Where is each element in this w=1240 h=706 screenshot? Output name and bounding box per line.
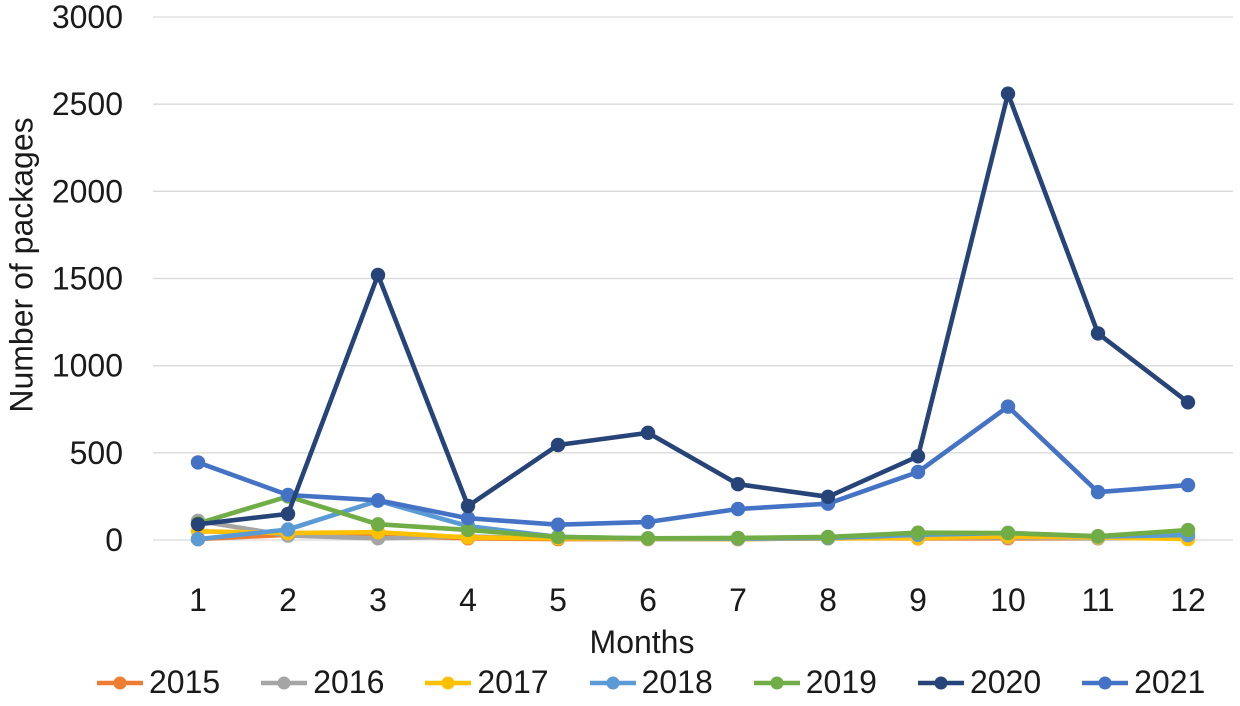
y-tick-label-2000: 2000 bbox=[52, 173, 123, 209]
data-point-2020-m4 bbox=[460, 498, 476, 514]
series-line-2020 bbox=[195, 91, 1191, 527]
x-tick-label-4: 4 bbox=[459, 582, 477, 618]
data-point-2020-m9 bbox=[910, 449, 926, 464]
data-point-2021-m7 bbox=[730, 501, 746, 517]
y-tick-label-1000: 1000 bbox=[52, 348, 123, 384]
y-tick-label-0: 0 bbox=[105, 522, 123, 558]
y-tick-label-500: 500 bbox=[70, 435, 123, 471]
legend-marker-dot bbox=[113, 676, 127, 689]
data-point-2021-m6 bbox=[640, 514, 656, 530]
legend-label-2017: 2017 bbox=[477, 664, 549, 700]
x-tick-label-1: 1 bbox=[189, 582, 207, 618]
data-point-2019-m12 bbox=[1180, 522, 1196, 538]
legend-item-2018: 2018 bbox=[589, 664, 713, 701]
data-point-2020-m8 bbox=[820, 489, 836, 504]
legend-item-2015: 2015 bbox=[96, 664, 220, 701]
data-point-2019-m8 bbox=[820, 529, 836, 545]
data-point-2020-m6 bbox=[640, 425, 656, 440]
legend-marker-dot bbox=[441, 676, 455, 689]
data-point-2019-m6 bbox=[640, 531, 656, 546]
series-line-2019 bbox=[195, 494, 1191, 541]
x-axis-title: Months bbox=[589, 624, 695, 660]
series-line-2021 bbox=[195, 404, 1191, 528]
x-tick-label-5: 5 bbox=[549, 582, 567, 618]
data-point-2021-m12 bbox=[1180, 477, 1196, 493]
legend-marker-2020 bbox=[917, 676, 964, 689]
data-point-2021-m9 bbox=[910, 464, 926, 480]
data-point-2019-m4 bbox=[460, 522, 476, 538]
legend-item-2016: 2016 bbox=[260, 664, 384, 701]
data-point-2019-m11 bbox=[1090, 529, 1106, 544]
data-point-2021-m10 bbox=[1000, 399, 1016, 414]
legend-label-2018: 2018 bbox=[641, 664, 713, 700]
x-tick-label-6: 6 bbox=[639, 582, 657, 618]
data-point-2018-m1 bbox=[190, 531, 206, 547]
legend-item-2017: 2017 bbox=[424, 664, 549, 701]
data-point-2019-m9 bbox=[910, 525, 926, 540]
data-point-2021-m4 bbox=[460, 511, 476, 526]
legend-marker-dot bbox=[934, 676, 948, 689]
x-tick-label-10: 10 bbox=[990, 582, 1026, 618]
data-point-2020-m3 bbox=[370, 267, 386, 283]
x-tick-label-8: 8 bbox=[819, 582, 837, 618]
data-point-2019-m3 bbox=[370, 517, 386, 532]
data-point-2020-m7 bbox=[730, 477, 746, 492]
x-tick-label-2: 2 bbox=[279, 582, 297, 618]
data-point-2020-m5 bbox=[550, 437, 566, 453]
legend-marker-dot bbox=[277, 676, 291, 689]
legend-label-2019: 2019 bbox=[805, 664, 877, 700]
data-point-2018-m2 bbox=[280, 522, 296, 537]
data-point-2019-m5 bbox=[550, 529, 566, 545]
legend-label-2021: 2021 bbox=[1134, 664, 1206, 700]
legend-marker-dot bbox=[1098, 676, 1112, 689]
x-tick-label-3: 3 bbox=[369, 582, 387, 618]
legend-item-2020: 2020 bbox=[917, 664, 1041, 701]
legend-marker-2019 bbox=[753, 676, 800, 689]
legend-label-2016: 2016 bbox=[313, 664, 385, 700]
x-tick-label-12: 12 bbox=[1170, 582, 1206, 618]
y-axis-title: Number of packages bbox=[3, 117, 40, 413]
y-tick-label-2500: 2500 bbox=[52, 86, 123, 122]
legend-marker-2021 bbox=[1082, 676, 1129, 689]
data-point-2021-m5 bbox=[550, 517, 566, 532]
data-point-2020-m2 bbox=[280, 506, 296, 522]
x-tick-label-7: 7 bbox=[729, 582, 747, 618]
legend-marker-2016 bbox=[261, 676, 308, 689]
data-point-2020-m1 bbox=[190, 517, 206, 532]
x-tick-label-11: 11 bbox=[1081, 582, 1114, 618]
legend-marker-2017 bbox=[425, 676, 472, 689]
legend-item-2021: 2021 bbox=[1081, 664, 1205, 701]
legend-item-2019: 2019 bbox=[753, 664, 877, 701]
chart-legend: 2015 2016 2017 2018 bbox=[96, 664, 1205, 701]
data-point-2020-m12 bbox=[1180, 395, 1196, 410]
legend-marker-dot bbox=[606, 676, 620, 689]
data-point-2021-m3 bbox=[370, 493, 386, 508]
legend-marker-dot bbox=[770, 676, 784, 689]
y-tick-label-3000: 3000 bbox=[52, 0, 123, 35]
y-tick-label-1500: 1500 bbox=[52, 261, 123, 297]
legend-marker-2018 bbox=[589, 676, 636, 689]
data-point-2019-m10 bbox=[1000, 525, 1016, 541]
data-point-2021-m11 bbox=[1090, 484, 1106, 500]
legend-marker-2015 bbox=[97, 676, 143, 689]
x-tick-label-9: 9 bbox=[909, 582, 927, 618]
legend-label-2015: 2015 bbox=[149, 664, 221, 700]
data-point-2020-m10 bbox=[1000, 86, 1016, 101]
data-point-2020-m11 bbox=[1090, 326, 1106, 341]
legend-label-2020: 2020 bbox=[969, 664, 1042, 700]
data-point-2019-m7 bbox=[730, 530, 746, 546]
data-point-2021-m1 bbox=[190, 455, 206, 470]
